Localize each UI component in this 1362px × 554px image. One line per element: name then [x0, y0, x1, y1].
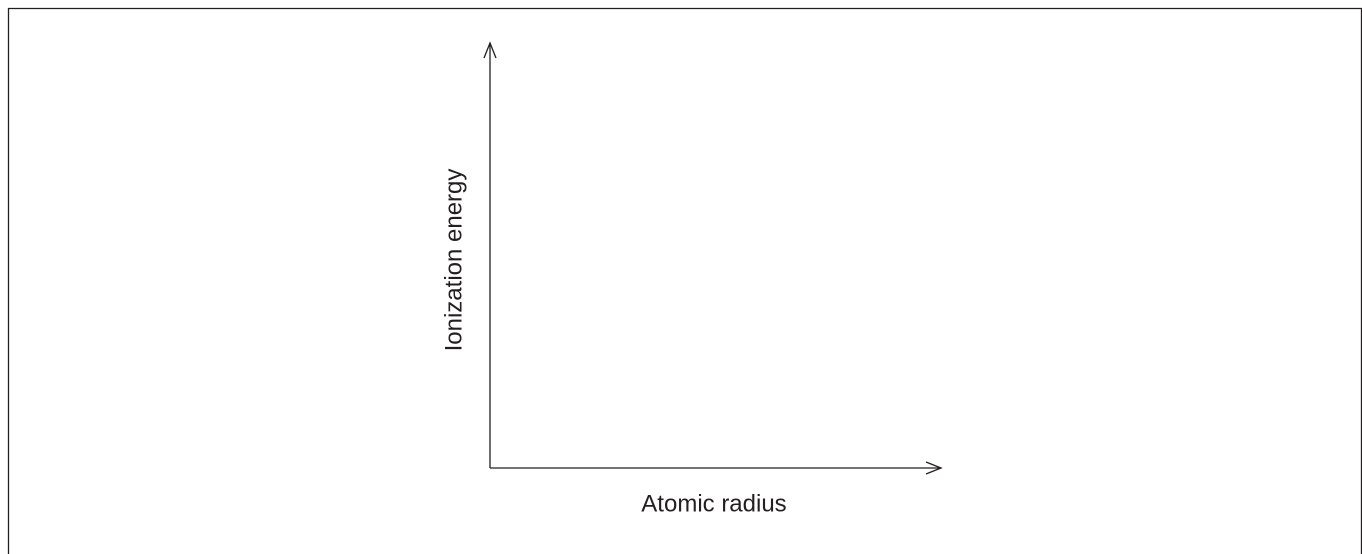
- x-axis-arrow: [925, 461, 943, 475]
- y-axis-arrow: [483, 41, 497, 59]
- y-axis-label: Ionization energy: [440, 169, 467, 352]
- x-axis-label: Atomic radius: [641, 490, 786, 517]
- frame: [7, 7, 1362, 554]
